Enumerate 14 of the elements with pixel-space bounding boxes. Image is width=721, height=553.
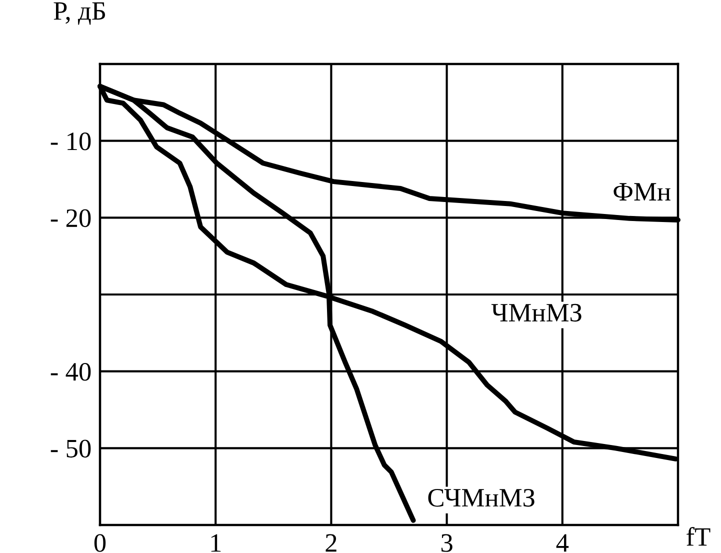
y-tick-label: - 50 xyxy=(50,440,91,458)
x-tick-label: 3 xyxy=(441,534,452,552)
y-tick-label: - 20 xyxy=(50,209,91,228)
x-tick-label: 4 xyxy=(556,534,569,552)
y-axis-title: P, дБ xyxy=(54,2,105,25)
y-tick-label: - 40 xyxy=(50,362,91,381)
x-tick-label: 1 xyxy=(211,534,221,552)
x-axis-title: fT xyxy=(686,527,710,546)
series-label: СЧМнМЗ xyxy=(428,488,534,507)
x-tick-label: 0 xyxy=(94,534,106,552)
y-tick-label: - 10 xyxy=(50,132,91,150)
x-tick-label: 2 xyxy=(326,534,336,552)
series-label: ЧМнМЗ xyxy=(491,304,582,322)
series-label: ФМн xyxy=(614,183,670,200)
